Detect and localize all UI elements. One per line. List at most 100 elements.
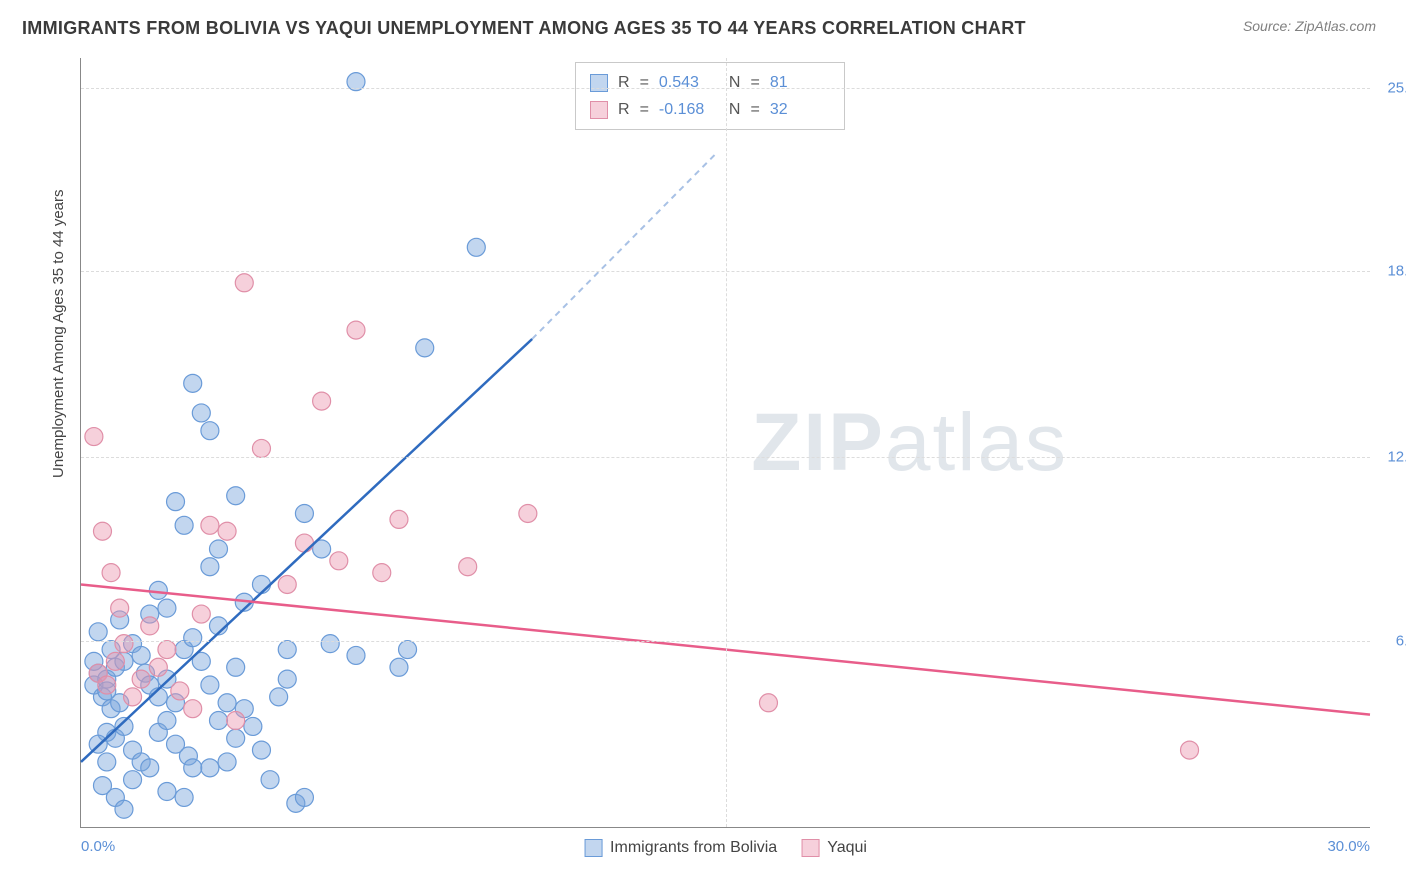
scatter-point-yaqui [184, 700, 202, 718]
scatter-point-bolivia [278, 670, 296, 688]
scatter-point-bolivia [261, 771, 279, 789]
stat-n-bolivia: 81 [770, 69, 830, 96]
scatter-point-yaqui [201, 516, 219, 534]
scatter-point-bolivia [89, 623, 107, 641]
legend-swatch-yaqui-icon [801, 839, 819, 857]
scatter-point-yaqui [390, 510, 408, 528]
scatter-point-yaqui [106, 652, 124, 670]
scatter-point-bolivia [218, 694, 236, 712]
scatter-point-bolivia [201, 558, 219, 576]
scatter-point-bolivia [124, 771, 142, 789]
scatter-point-bolivia [416, 339, 434, 357]
scatter-point-bolivia [201, 676, 219, 694]
trendline-bolivia-dash [532, 153, 717, 339]
scatter-point-yaqui [98, 676, 116, 694]
legend: Immigrants from Bolivia Yaqui [584, 839, 867, 857]
legend-item-bolivia: Immigrants from Bolivia [584, 839, 777, 857]
scatter-point-bolivia [227, 487, 245, 505]
scatter-point-bolivia [115, 800, 133, 818]
scatter-point-yaqui [459, 558, 477, 576]
stat-eq2: = [750, 69, 759, 96]
scatter-point-bolivia [184, 629, 202, 647]
scatter-point-bolivia [158, 599, 176, 617]
source-label: Source: [1243, 18, 1291, 34]
legend-item-yaqui: Yaqui [801, 839, 867, 857]
scatter-point-bolivia [158, 783, 176, 801]
scatter-point-yaqui [115, 635, 133, 653]
scatter-point-bolivia [175, 516, 193, 534]
scatter-point-yaqui [519, 504, 537, 522]
scatter-point-bolivia [158, 712, 176, 730]
scatter-point-yaqui [124, 688, 142, 706]
chart-container: Unemployment Among Ages 35 to 44 years Z… [50, 58, 1380, 858]
x-tick-label: 0.0% [81, 838, 115, 855]
scatter-point-yaqui [347, 321, 365, 339]
legend-label-bolivia: Immigrants from Bolivia [610, 839, 777, 857]
scatter-point-bolivia [201, 422, 219, 440]
scatter-point-yaqui [111, 599, 129, 617]
y-tick-label: 25.0% [1387, 79, 1406, 96]
scatter-point-bolivia [390, 658, 408, 676]
stat-eq: = [640, 69, 649, 96]
scatter-point-yaqui [132, 670, 150, 688]
legend-label-yaqui: Yaqui [827, 839, 867, 857]
scatter-point-bolivia [209, 712, 227, 730]
scatter-point-bolivia [141, 759, 159, 777]
scatter-point-bolivia [252, 575, 270, 593]
correlation-stats-box: R = 0.543 N = 81 R = -0.168 N = 32 [575, 62, 845, 130]
scatter-point-bolivia [270, 688, 288, 706]
stat-eq3: = [640, 96, 649, 123]
scatter-point-bolivia [218, 753, 236, 771]
source-attribution: Source: ZipAtlas.com [1243, 18, 1376, 34]
scatter-point-yaqui [149, 658, 167, 676]
scatter-point-bolivia [295, 788, 313, 806]
scatter-point-bolivia [184, 374, 202, 392]
scatter-point-bolivia [98, 753, 116, 771]
scatter-point-yaqui [218, 522, 236, 540]
scatter-point-yaqui [192, 605, 210, 623]
scatter-point-yaqui [227, 712, 245, 730]
scatter-point-yaqui [313, 392, 331, 410]
stat-r-yaqui: -0.168 [659, 96, 719, 123]
scatter-point-bolivia [227, 729, 245, 747]
stat-n-yaqui: 32 [770, 96, 830, 123]
stat-r-label2: R [618, 96, 630, 123]
x-tick-label: 30.0% [1327, 838, 1370, 855]
y-tick-label: 12.5% [1387, 449, 1406, 466]
scatter-point-bolivia [252, 741, 270, 759]
stats-row-yaqui: R = -0.168 N = 32 [590, 96, 830, 123]
plot-area: ZIPatlas R = 0.543 N = 81 R = -0.168 N =… [80, 58, 1370, 828]
scatter-point-bolivia [132, 646, 150, 664]
stat-r-label: R [618, 69, 630, 96]
scatter-point-yaqui [278, 575, 296, 593]
trendline-bolivia [81, 339, 532, 762]
scatter-point-yaqui [252, 439, 270, 457]
scatter-point-bolivia [167, 493, 185, 511]
scatter-point-bolivia [227, 658, 245, 676]
scatter-point-yaqui [158, 641, 176, 659]
y-tick-label: 6.3% [1396, 632, 1406, 649]
scatter-point-yaqui [102, 564, 120, 582]
stat-n-label2: N [729, 96, 741, 123]
stat-r-bolivia: 0.543 [659, 69, 719, 96]
scatter-point-bolivia [244, 717, 262, 735]
scatter-point-bolivia [192, 404, 210, 422]
stat-eq4: = [750, 96, 759, 123]
swatch-yaqui-icon [590, 101, 608, 119]
scatter-point-bolivia [209, 540, 227, 558]
stats-row-bolivia: R = 0.543 N = 81 [590, 69, 830, 96]
scatter-point-yaqui [85, 428, 103, 446]
legend-swatch-bolivia-icon [584, 839, 602, 857]
y-axis-title: Unemployment Among Ages 35 to 44 years [50, 189, 67, 478]
swatch-bolivia-icon [590, 74, 608, 92]
scatter-point-yaqui [141, 617, 159, 635]
scatter-point-bolivia [399, 641, 417, 659]
scatter-point-yaqui [93, 522, 111, 540]
source-name: ZipAtlas.com [1295, 18, 1376, 34]
scatter-point-bolivia [175, 788, 193, 806]
scatter-point-bolivia [149, 581, 167, 599]
scatter-point-bolivia [278, 641, 296, 659]
gridline-v [726, 58, 727, 827]
y-tick-label: 18.8% [1387, 262, 1406, 279]
scatter-point-yaqui [759, 694, 777, 712]
